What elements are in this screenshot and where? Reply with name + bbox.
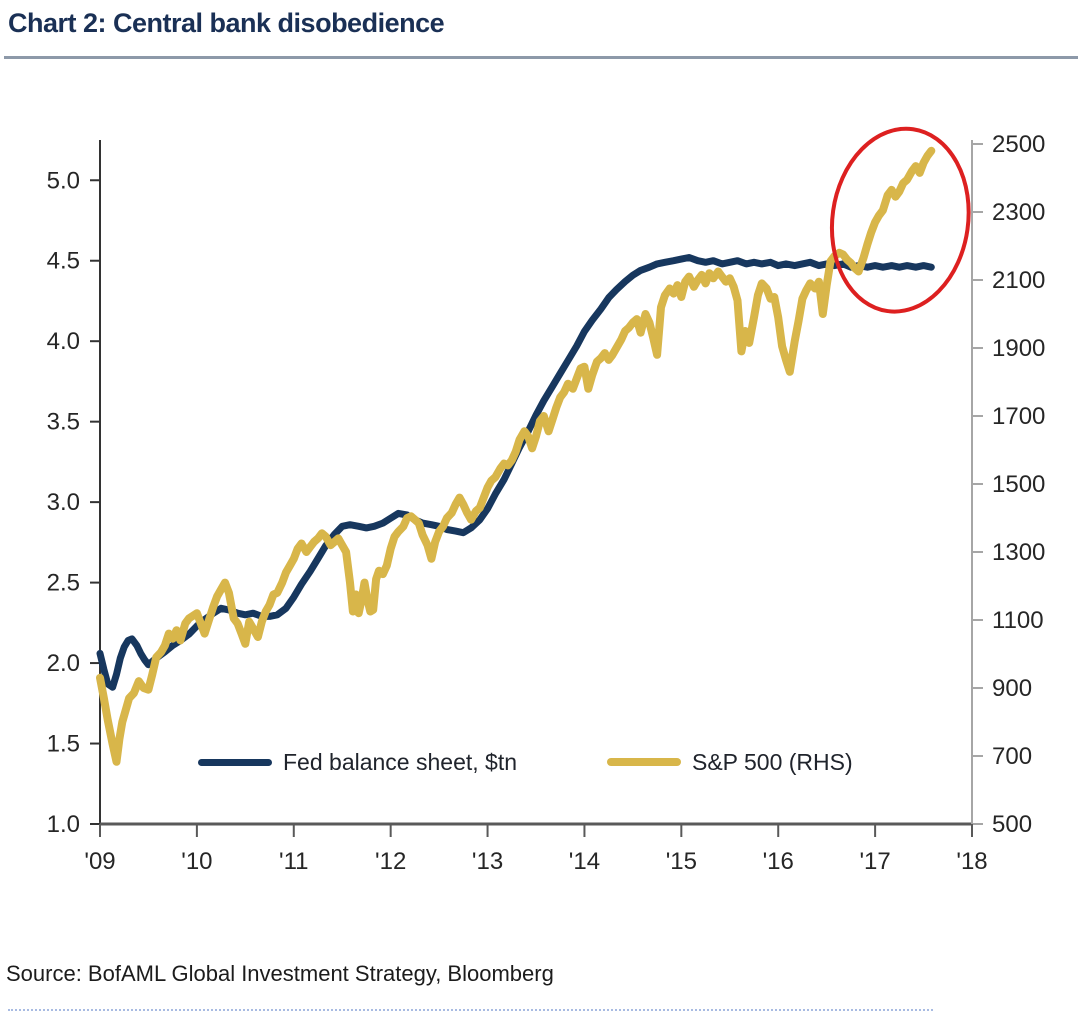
x-axis-tick-label: '11 <box>279 848 309 875</box>
left-axis-tick-label: 3.5 <box>47 409 80 436</box>
left-axis-tick-label: 4.0 <box>47 328 80 355</box>
legend-item-sp500: S&P 500 (RHS) <box>607 749 853 775</box>
legend-label-fed: Fed balance sheet, $tn <box>283 748 517 775</box>
left-axis-tick-label: 2.0 <box>47 650 80 677</box>
source-text: Source: BofAML Global Investment Strateg… <box>6 961 554 986</box>
divergence-annotation-ellipse <box>829 126 971 314</box>
sp500-line-swatch <box>607 758 681 766</box>
right-axis-tick-label: 1100 <box>992 607 1044 634</box>
right-axis-tick-label: 500 <box>992 811 1032 838</box>
title-rule <box>4 56 1078 59</box>
x-axis-tick-label: '16 <box>763 848 794 875</box>
chart-title: Chart 2: Central bank disobedience <box>8 8 445 38</box>
x-axis-tick-label: '10 <box>181 848 212 875</box>
x-axis-tick-label: '14 <box>569 848 600 875</box>
left-axis-tick-label: 3.0 <box>47 489 80 516</box>
x-axis-tick-label: '15 <box>666 848 697 875</box>
right-axis-tick-label: 900 <box>992 675 1032 702</box>
fed-balance-sheet-line <box>96 254 935 691</box>
x-axis-tick-label: '17 <box>859 848 890 875</box>
x-axis-tick-label: '18 <box>956 848 987 875</box>
legend-item-fed-balance-sheet: Fed balance sheet, $tn <box>198 749 517 775</box>
right-axis-tick-label: 2300 <box>992 199 1045 226</box>
left-axis-tick-label: 2.5 <box>47 570 80 597</box>
left-axis-tick-label: 1.0 <box>47 811 80 838</box>
legend-label-sp500: S&P 500 (RHS) <box>692 748 853 775</box>
bottom-rule <box>8 1009 933 1011</box>
x-axis-tick-label: '12 <box>375 848 406 875</box>
fed-line-swatch <box>198 758 272 766</box>
right-axis-tick-label: 1900 <box>992 335 1045 362</box>
x-axis-tick-label: '13 <box>472 848 503 875</box>
left-axis-tick-label: 1.5 <box>47 731 80 758</box>
right-axis-tick-label: 1300 <box>992 539 1045 566</box>
right-axis-tick-label: 700 <box>992 743 1032 770</box>
right-axis-tick-label: 2500 <box>992 131 1045 158</box>
x-axis-tick-label: '09 <box>84 848 115 875</box>
right-axis-tick-label: 1700 <box>992 403 1045 430</box>
sp500-line <box>96 146 936 766</box>
right-axis-tick-label: 2100 <box>992 267 1045 294</box>
left-axis-tick-label: 5.0 <box>47 167 80 194</box>
left-axis-tick-label: 4.5 <box>47 248 80 275</box>
right-axis-tick-label: 1500 <box>992 471 1045 498</box>
